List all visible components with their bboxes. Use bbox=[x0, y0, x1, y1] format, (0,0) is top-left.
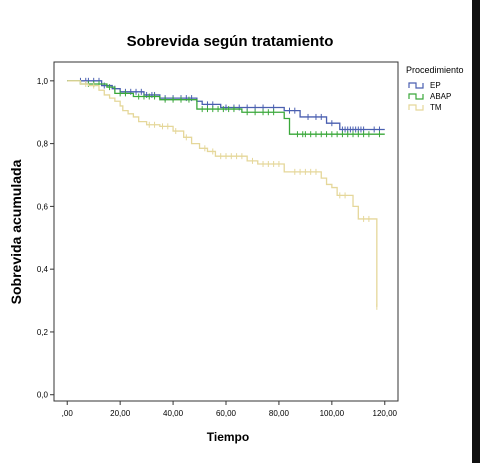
y-tick-label: 1,0 bbox=[37, 77, 49, 86]
x-axis-label: Tiempo bbox=[207, 430, 249, 444]
x-tick-label: 120,00 bbox=[373, 409, 398, 418]
series-line-tm bbox=[67, 80, 378, 307]
y-axis-label: Sobrevida acumulada bbox=[8, 159, 24, 304]
y-axis: 0,0 0,2 0,4 0,6 0,8 1,0 bbox=[37, 77, 54, 400]
legend-label-abap: ABAP bbox=[430, 92, 451, 101]
series-layer bbox=[67, 77, 385, 310]
legend-items: EP ABAP TM bbox=[408, 81, 451, 112]
y-tick-label: 0,8 bbox=[37, 140, 49, 149]
series-line-abap bbox=[67, 80, 385, 135]
series-line-ep bbox=[67, 80, 385, 131]
legend-label-tm: TM bbox=[430, 103, 442, 112]
legend: Procedimiento EP ABAP TM bbox=[406, 65, 464, 112]
x-tick-label: 80,00 bbox=[269, 409, 290, 418]
x-tick-label: 20,00 bbox=[110, 409, 131, 418]
y-tick-label: 0,0 bbox=[37, 391, 49, 400]
legend-swatch-ep bbox=[408, 82, 424, 89]
y-tick-label: 0,6 bbox=[37, 202, 49, 211]
x-tick-label: 60,00 bbox=[216, 409, 237, 418]
plot-frame bbox=[53, 61, 399, 402]
chart-title: Sobrevida según tratamiento bbox=[127, 33, 334, 50]
y-tick-label: 0,4 bbox=[37, 265, 49, 274]
y-tick-label: 0,2 bbox=[37, 328, 49, 337]
x-tick-label: 100,00 bbox=[320, 409, 345, 418]
legend-swatch-tm bbox=[408, 104, 424, 111]
x-tick-label: 40,00 bbox=[163, 409, 184, 418]
x-axis: ,00 20,00 40,00 60,00 80,00 100,00 120,00 bbox=[62, 401, 398, 418]
legend-title: Procedimiento bbox=[406, 65, 464, 75]
legend-label-ep: EP bbox=[430, 81, 441, 90]
legend-swatch-abap bbox=[408, 93, 424, 100]
window-edge-bar bbox=[472, 0, 480, 463]
x-tick-label: ,00 bbox=[62, 409, 74, 418]
